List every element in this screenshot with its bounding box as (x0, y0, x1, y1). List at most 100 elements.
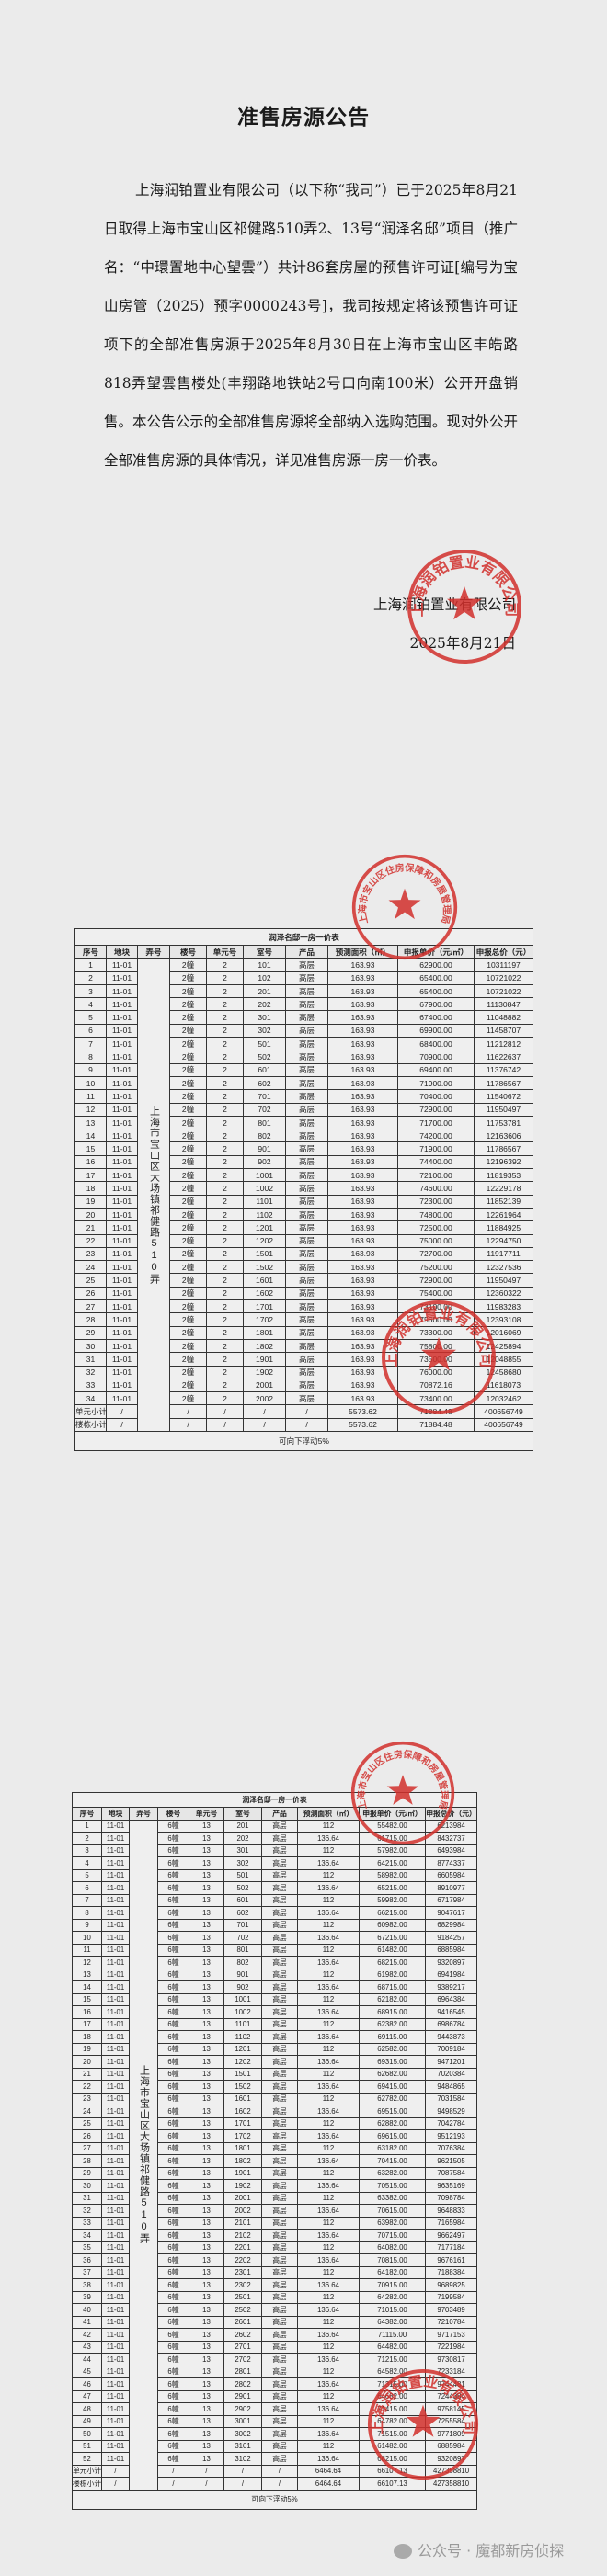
unit-price-cell: 62582.00 (359, 2042, 426, 2056)
unit-price-cell: 69515.00 (359, 2105, 426, 2118)
seq-cell: 49 (72, 2414, 102, 2428)
seq-cell: 16 (72, 2005, 102, 2019)
building-cell: 2幢 (169, 1365, 207, 1379)
unit-cell: 13 (189, 2105, 224, 2118)
product-cell: 高层 (261, 1868, 298, 1882)
total-price-cell: 9703489 (424, 2303, 478, 2317)
unit-cell: 13 (189, 1931, 224, 1945)
area-cell: 112 (297, 1918, 360, 1932)
room-cell: 1102 (243, 1207, 286, 1222)
unit-cell: 13 (189, 2402, 224, 2416)
area-cell: 112 (297, 1992, 360, 2006)
column-header: 申报总价（元） (424, 1807, 478, 1821)
unit-cell: 2 (206, 1075, 244, 1091)
product-cell: 高层 (285, 1312, 328, 1327)
seq-cell: 29 (72, 2166, 102, 2180)
seq-cell: 4 (74, 997, 107, 1012)
column-header: 楼号 (157, 1807, 189, 1821)
unit-price-cell: 75200.00 (397, 1260, 475, 1275)
building-cell: 6幢 (157, 2353, 189, 2366)
room-cell: 701 (243, 1089, 286, 1104)
room-cell: 202 (243, 997, 286, 1012)
area-cell: 163.93 (327, 1075, 398, 1091)
building-cell: 6幢 (157, 2427, 189, 2441)
building-cell: 2幢 (169, 1352, 207, 1367)
table-row: 13 11-01 6幢 13 901 高层 112 61982.00 6941984 (72, 1968, 478, 1981)
total-price-cell: 400656749 (473, 1404, 534, 1419)
area-cell: 163.93 (327, 1273, 398, 1288)
plot-cell: 11-01 (101, 1832, 130, 1845)
unit-cell: 2 (206, 997, 244, 1012)
unit-cell: 13 (189, 1906, 224, 1920)
building-cell: 2幢 (169, 1168, 207, 1183)
seq-cell: 28 (74, 1312, 107, 1327)
room-cell: 1602 (243, 1286, 286, 1301)
area-cell: 136.64 (297, 2080, 360, 2094)
unit-price-cell: 66107.13 (359, 2464, 426, 2478)
building-cell: 2幢 (169, 970, 207, 985)
building-cell: 6幢 (157, 2303, 189, 2317)
building-cell: 2幢 (169, 1286, 207, 1301)
table-row: 38 11-01 6幢 13 2302 高层 136.64 70915.00 9689825 (72, 2278, 478, 2292)
table-row: 27 11-01 6幢 13 1801 高层 112 63182.00 7076384 (72, 2141, 478, 2155)
total-price-cell: 12163606 (473, 1129, 534, 1143)
seq-cell: 8 (72, 1906, 102, 1920)
watermark: 公众号 · 魔都新房侦探 (394, 2538, 564, 2560)
building-cell: 6幢 (157, 2241, 189, 2254)
total-price-cell: 7210784 (424, 2315, 478, 2329)
building-cell: 6幢 (157, 2017, 189, 2031)
area-cell: 112 (297, 2042, 360, 2056)
plot-cell: 11-01 (101, 1844, 130, 1857)
area-cell: 136.64 (297, 2402, 360, 2416)
area-cell: 163.93 (327, 1062, 398, 1077)
total-price-cell: 7042784 (424, 2116, 478, 2130)
unit-price-cell: 71515.00 (359, 2427, 426, 2441)
plot-cell: 11-01 (101, 2179, 130, 2193)
plot-cell: 11-01 (106, 997, 138, 1012)
subtotal-row: 楼栋小计 / / / //6464.64 66107.13 427358810 (72, 2477, 478, 2491)
area-cell: 112 (297, 2216, 360, 2230)
unit-price-cell: 73500.00 (397, 1352, 475, 1367)
room-cell: 2602 (223, 2328, 262, 2342)
unit-cell: 13 (189, 1992, 224, 2006)
product-cell: 高层 (285, 1338, 328, 1354)
plot-cell: 11-01 (101, 1918, 130, 1932)
room-cell: 1501 (243, 1246, 286, 1262)
seq-cell: 12 (72, 1956, 102, 1969)
table-row: 20 11-01 2幢 2 1102 高层 163.93 74800.00 12261964 (74, 1207, 534, 1222)
room-cell: 902 (243, 1154, 286, 1170)
table-row: 3 11-01 6幢 13 301 高层 112 57982.00 6493984 (72, 1844, 478, 1857)
room-cell: 702 (243, 1102, 286, 1117)
plot-cell: 11-01 (106, 1089, 138, 1104)
room-cell: 1102 (223, 2030, 262, 2044)
area-cell: 163.93 (327, 1220, 398, 1235)
unit-price-cell: 72900.00 (397, 1273, 475, 1288)
room-cell: 801 (243, 1115, 286, 1130)
product-cell: 高层 (261, 2389, 298, 2403)
seq-cell: 11 (72, 1943, 102, 1957)
plot-cell: 11-01 (106, 1325, 138, 1340)
unit-price-cell: 68215.00 (359, 1956, 426, 1969)
total-price-cell: 11753781 (473, 1115, 534, 1130)
column-header: 室号 (223, 1807, 262, 1821)
building-cell: 2幢 (169, 1115, 207, 1130)
plot-cell: 11-01 (101, 2166, 130, 2180)
area-cell: 163.93 (327, 1352, 398, 1367)
total-price-cell: 7233184 (424, 2365, 478, 2378)
product-cell: 高层 (285, 1089, 328, 1104)
seq-cell: 43 (72, 2340, 102, 2354)
seq-cell: 33 (72, 2216, 102, 2230)
total-price-cell: 9416545 (424, 2005, 478, 2019)
room-cell: 202 (223, 1832, 262, 1845)
area-cell: 163.93 (327, 1023, 398, 1038)
building-cell: 6幢 (157, 2055, 189, 2069)
building-cell: 6幢 (157, 2030, 189, 2044)
area-cell: 136.64 (297, 1906, 360, 1920)
room-cell: 302 (223, 1856, 262, 1870)
table-footer-row: 可向下浮动5% (74, 1430, 534, 1451)
room-cell: 1502 (243, 1260, 286, 1275)
table-row: 18 11-01 6幢 13 1102 高层 136.64 69115.00 9443873 (72, 2030, 478, 2044)
building-cell: 6幢 (157, 2229, 189, 2242)
unit-price-cell: 71900.00 (397, 1141, 475, 1156)
building-cell: 6幢 (157, 2116, 189, 2130)
